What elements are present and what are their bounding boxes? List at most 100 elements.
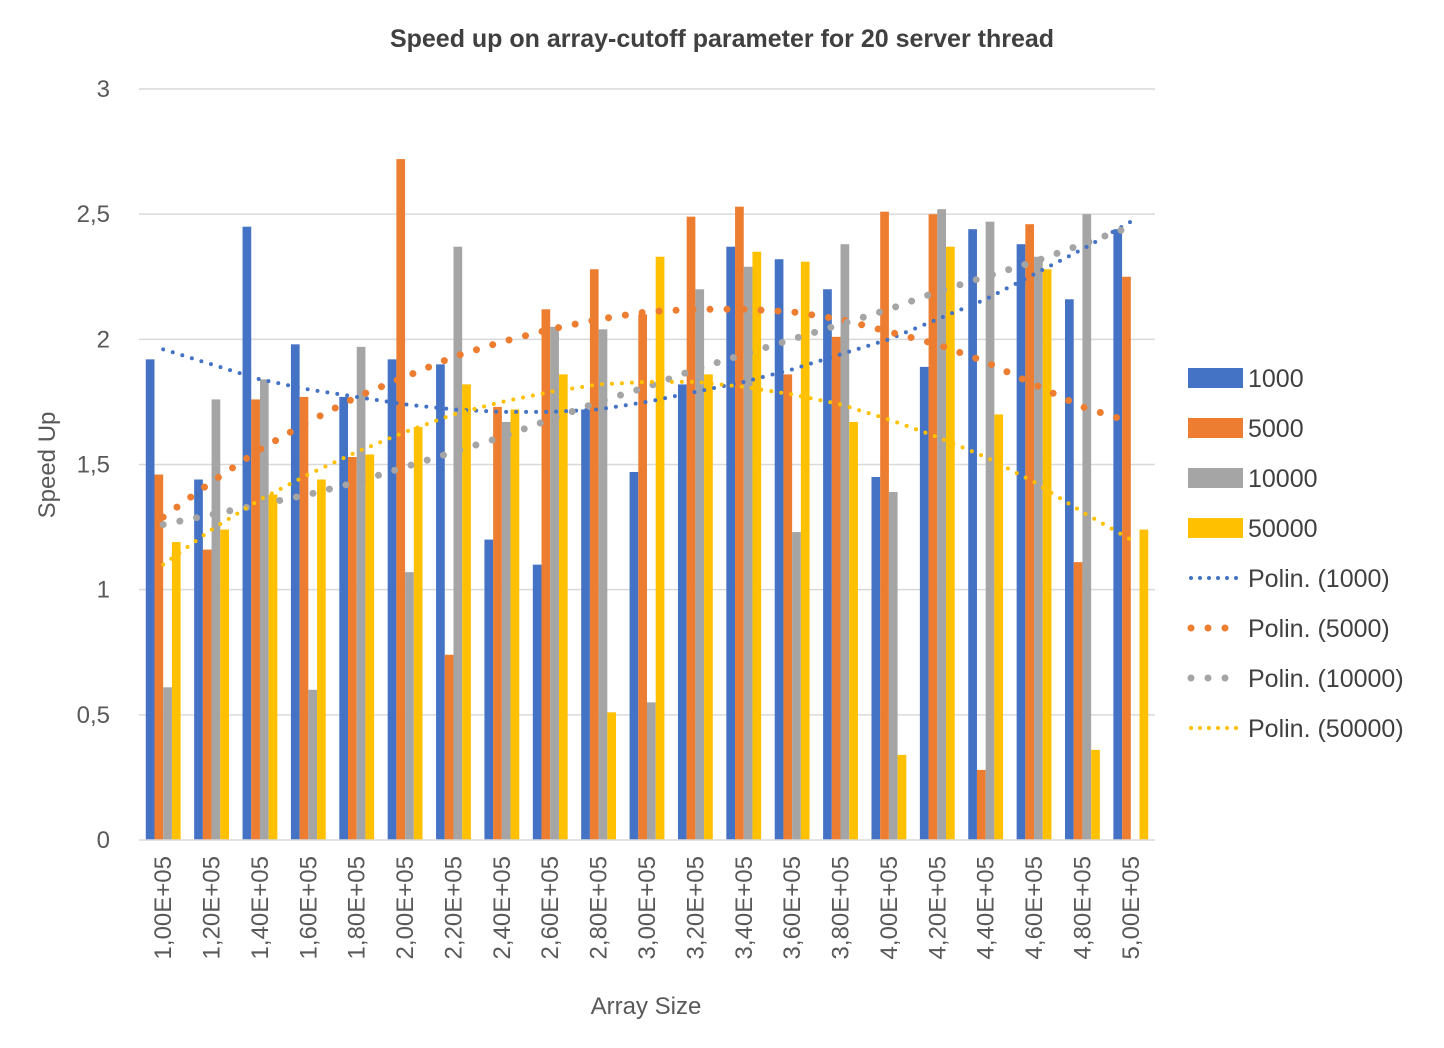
bar	[501, 421, 511, 840]
bar	[510, 409, 520, 840]
bar	[251, 399, 260, 840]
bar	[493, 406, 502, 840]
x-tick-label: 2,00E+05	[392, 856, 419, 959]
bars	[145, 159, 1149, 841]
bar	[268, 494, 278, 840]
legend-label: Polin. (1000)	[1248, 565, 1390, 593]
bar	[695, 289, 705, 840]
bar	[1082, 214, 1092, 840]
bar	[194, 479, 203, 840]
bar	[550, 326, 559, 841]
bar	[677, 384, 687, 840]
bar	[202, 549, 212, 840]
bar	[541, 309, 551, 840]
bar	[558, 374, 568, 840]
y-tick-label: 1	[97, 577, 110, 604]
bar	[396, 159, 406, 841]
bar	[792, 532, 801, 840]
x-axis-ticks: 1,00E+05 1,20E+05 1,40E+05 1,60E+05 1,80E+05…	[150, 856, 1145, 959]
bar	[783, 374, 793, 840]
bar	[598, 329, 608, 840]
bar	[638, 314, 647, 840]
trendline	[161, 219, 1133, 414]
bar	[308, 689, 318, 840]
bar	[365, 454, 375, 840]
bar	[968, 229, 977, 841]
x-tick-label: 1,20E+05	[199, 856, 226, 959]
bar	[994, 414, 1004, 840]
bar	[1091, 749, 1100, 840]
bar	[290, 344, 300, 840]
x-tick-label: 1,60E+05	[295, 856, 322, 959]
bar	[413, 426, 423, 840]
bar	[145, 359, 155, 840]
bar	[937, 209, 946, 840]
trendline	[161, 379, 1133, 567]
y-tick-label: 1,5	[77, 452, 110, 479]
bar	[1042, 269, 1052, 840]
bar	[220, 529, 229, 840]
legend-label: 1000	[1248, 365, 1304, 393]
y-tick-label: 0,5	[77, 702, 110, 729]
y-axis-ticks: 0 0,5 1 1,5 2 2,5 3	[77, 76, 110, 854]
bar	[735, 206, 744, 840]
x-tick-label: 4,00E+05	[876, 856, 903, 959]
bar	[387, 359, 397, 840]
y-tick-label: 2,5	[77, 201, 110, 228]
bar	[897, 754, 907, 840]
bar	[171, 542, 181, 840]
legend-label: Polin. (10000)	[1248, 665, 1404, 693]
bar	[1122, 276, 1131, 840]
bar	[849, 421, 858, 840]
bar	[655, 256, 665, 840]
x-tick-label: 4,20E+05	[924, 856, 951, 959]
y-tick-label: 0	[97, 827, 110, 854]
bar	[317, 479, 326, 840]
y-tick-label: 2	[97, 326, 110, 353]
bar	[1034, 256, 1043, 840]
legend-label: 10000	[1248, 465, 1318, 493]
bar	[800, 261, 810, 841]
x-tick-label: 3,60E+05	[779, 856, 806, 959]
bar	[405, 572, 414, 840]
bar	[629, 472, 639, 840]
bar	[356, 346, 366, 840]
bar	[259, 379, 269, 840]
x-tick-label: 4,60E+05	[1021, 856, 1048, 959]
bar	[919, 366, 929, 840]
legend-label: 50000	[1248, 515, 1318, 543]
bar	[928, 214, 938, 840]
legend-swatch	[1188, 518, 1243, 538]
bar	[453, 246, 463, 840]
x-tick-label: 2,40E+05	[489, 856, 516, 959]
bar	[823, 289, 832, 840]
bar	[840, 244, 850, 840]
x-tick-label: 5,00E+05	[1118, 856, 1145, 959]
bar	[532, 564, 542, 840]
bar	[1073, 562, 1083, 840]
bar	[880, 211, 889, 840]
bar	[211, 399, 221, 840]
y-axis-label: Speed Up	[34, 412, 61, 519]
bar	[752, 251, 762, 840]
legend-label: Polin. (50000)	[1248, 715, 1404, 743]
bar	[647, 702, 656, 840]
x-tick-label: 4,80E+05	[1069, 856, 1096, 959]
bar	[1139, 529, 1149, 840]
bar	[1113, 229, 1123, 841]
legend-label: 5000	[1248, 415, 1304, 443]
bar	[888, 492, 898, 840]
x-tick-label: 1,40E+05	[247, 856, 274, 959]
bar	[299, 396, 309, 840]
legend-label: Polin. (5000)	[1248, 615, 1390, 643]
bar	[743, 266, 753, 840]
bar	[774, 259, 784, 840]
bar	[462, 384, 471, 840]
chart-title: Speed up on array-cutoff parameter for 2…	[390, 25, 1054, 53]
bar	[726, 246, 736, 840]
bar	[154, 474, 164, 840]
x-tick-label: 3,00E+05	[634, 856, 661, 959]
bar	[831, 336, 841, 840]
bar	[163, 687, 172, 840]
